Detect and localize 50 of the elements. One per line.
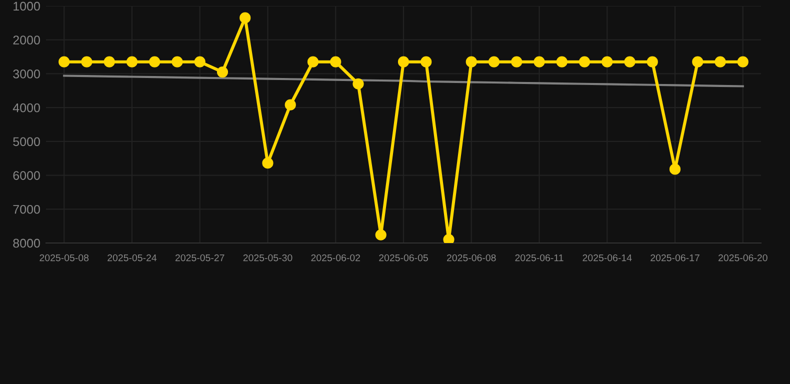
point bbox=[624, 56, 636, 68]
point bbox=[669, 164, 681, 175]
point bbox=[398, 56, 410, 68]
point bbox=[194, 56, 206, 68]
x-tick-label: 2025-06-20 bbox=[718, 254, 768, 262]
x-tick-label: 2025-06-17 bbox=[650, 254, 700, 262]
point bbox=[216, 66, 228, 78]
point bbox=[443, 234, 454, 243]
point bbox=[81, 56, 92, 68]
point bbox=[737, 56, 748, 68]
point bbox=[488, 56, 500, 68]
x-tick-label: 2025-05-08 bbox=[40, 254, 89, 262]
x-tick-label: 2025-05-24 bbox=[108, 254, 157, 262]
x-tick-label: 2025-06-05 bbox=[379, 254, 428, 262]
point bbox=[352, 78, 364, 90]
point bbox=[646, 56, 658, 68]
x-tick-label: 2025-06-11 bbox=[515, 254, 564, 262]
point bbox=[420, 56, 432, 68]
y-tick-label: 8000 bbox=[13, 238, 40, 248]
point bbox=[466, 56, 477, 68]
point bbox=[104, 56, 115, 68]
point bbox=[375, 229, 386, 240]
point bbox=[284, 99, 296, 110]
point bbox=[149, 56, 160, 68]
point bbox=[714, 56, 726, 68]
point bbox=[511, 56, 522, 68]
x-tick-label: 2025-05-27 bbox=[175, 254, 224, 262]
point bbox=[58, 56, 70, 68]
point bbox=[262, 158, 274, 169]
x-tick-label: 2025-06-08 bbox=[447, 254, 496, 262]
point bbox=[330, 56, 342, 68]
y-tick-label: 7000 bbox=[13, 204, 40, 214]
x-tick-label: 2025-06-02 bbox=[311, 254, 360, 262]
point bbox=[126, 56, 138, 68]
point bbox=[172, 56, 183, 68]
point bbox=[307, 56, 319, 68]
point bbox=[578, 56, 590, 68]
point bbox=[692, 56, 704, 68]
point bbox=[240, 12, 251, 24]
y-tick-label: 2000 bbox=[13, 36, 40, 45]
x-tick-label: 2025-05-30 bbox=[243, 254, 292, 262]
y-tick-label: 4000 bbox=[12, 103, 40, 112]
y-tick-label: 5000 bbox=[13, 137, 40, 146]
point bbox=[534, 56, 545, 68]
point bbox=[556, 56, 568, 68]
point bbox=[602, 56, 613, 68]
y-tick-label: 3000 bbox=[13, 70, 40, 78]
y-tick-label: 1000 bbox=[14, 2, 40, 11]
x-tick-label: 2025-06-14 bbox=[582, 254, 632, 262]
y-tick-label: 6000 bbox=[13, 171, 40, 180]
